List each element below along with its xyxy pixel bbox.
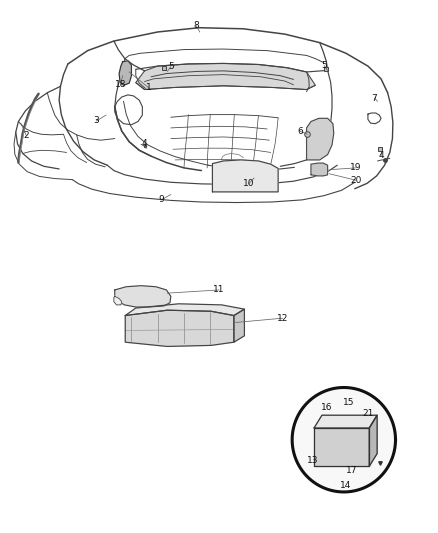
Polygon shape bbox=[212, 160, 278, 192]
Text: 3: 3 bbox=[93, 117, 99, 125]
Text: 12: 12 bbox=[277, 314, 288, 322]
Polygon shape bbox=[115, 286, 171, 307]
Polygon shape bbox=[234, 309, 244, 342]
Polygon shape bbox=[125, 310, 234, 346]
Text: 10: 10 bbox=[243, 180, 254, 188]
Polygon shape bbox=[369, 415, 377, 466]
Polygon shape bbox=[292, 387, 396, 492]
Text: 6: 6 bbox=[297, 127, 303, 135]
Polygon shape bbox=[114, 296, 122, 305]
Text: 20: 20 bbox=[350, 176, 361, 184]
Polygon shape bbox=[125, 304, 244, 316]
Text: 13: 13 bbox=[307, 456, 318, 465]
Text: 5: 5 bbox=[321, 61, 327, 70]
Polygon shape bbox=[314, 415, 377, 428]
Text: 14: 14 bbox=[340, 481, 352, 490]
Polygon shape bbox=[136, 63, 315, 90]
Text: 16: 16 bbox=[321, 403, 332, 412]
Text: 21: 21 bbox=[362, 409, 374, 418]
Text: 2: 2 bbox=[24, 131, 29, 140]
Text: 17: 17 bbox=[346, 465, 357, 474]
Text: 7: 7 bbox=[371, 94, 378, 102]
Text: 5: 5 bbox=[168, 62, 174, 71]
Polygon shape bbox=[119, 61, 131, 85]
Polygon shape bbox=[311, 163, 328, 176]
Text: 4: 4 bbox=[142, 140, 147, 148]
Polygon shape bbox=[314, 428, 369, 466]
Polygon shape bbox=[307, 118, 334, 160]
Text: 11: 11 bbox=[213, 286, 225, 294]
Text: 18: 18 bbox=[115, 80, 126, 88]
Text: 1: 1 bbox=[146, 84, 152, 92]
Text: 19: 19 bbox=[350, 164, 361, 172]
Text: 4: 4 bbox=[378, 151, 384, 160]
Text: 8: 8 bbox=[193, 21, 199, 30]
Text: 9: 9 bbox=[158, 196, 164, 204]
Text: 15: 15 bbox=[343, 398, 355, 407]
